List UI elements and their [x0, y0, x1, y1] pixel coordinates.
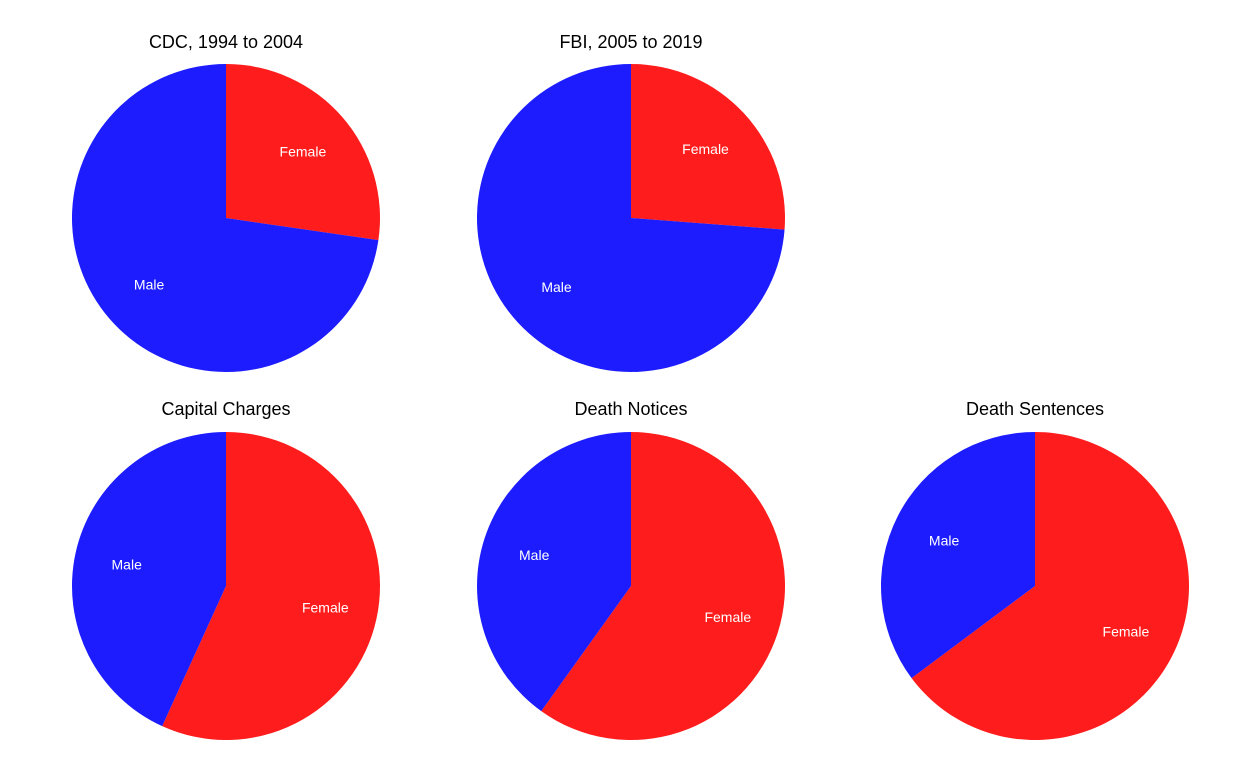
slice-label-female: Female [682, 141, 729, 157]
slice-label-male: Male [541, 279, 572, 295]
pie-slice-male [477, 432, 631, 712]
pie-slice-male [71, 432, 226, 727]
slice-label-male: Male [519, 547, 550, 563]
pie-slice-female [911, 432, 1189, 741]
pie-slice-female [541, 432, 786, 740]
slice-label-female: Female [280, 144, 327, 160]
pie-chart-cdc-1994-to-2004: CDC, 1994 to 2004 Female Male [71, 32, 380, 372]
slice-label-male: Male [112, 557, 143, 573]
pie-slice-female [226, 64, 380, 241]
chart-title: Capital Charges [161, 399, 290, 419]
pie-slice-female [631, 64, 785, 230]
pie-chart-death-notices: Death Notices Female Male [477, 399, 786, 740]
pie-slice-male [476, 63, 785, 373]
chart-title: FBI, 2005 to 2019 [559, 32, 702, 52]
pie-slice-male [880, 432, 1035, 679]
slice-label-male: Male [134, 277, 165, 293]
pie-chart-capital-charges: Capital Charges Female Male [71, 399, 380, 741]
chart-title: CDC, 1994 to 2004 [149, 32, 303, 52]
chart-title: Death Sentences [966, 399, 1104, 419]
slice-label-female: Female [704, 609, 751, 625]
slice-label-female: Female [1103, 624, 1150, 640]
slice-label-male: Male [929, 532, 960, 548]
slice-label-female: Female [302, 600, 349, 616]
pie-slice-female [162, 432, 380, 741]
pie-chart-death-sentences: Death Sentences Female Male [880, 399, 1189, 741]
pie-slice-male [71, 64, 379, 372]
pie-chart-fbi-2005-to-2019: FBI, 2005 to 2019 Female Male [476, 32, 785, 373]
chart-title: Death Notices [574, 399, 687, 419]
